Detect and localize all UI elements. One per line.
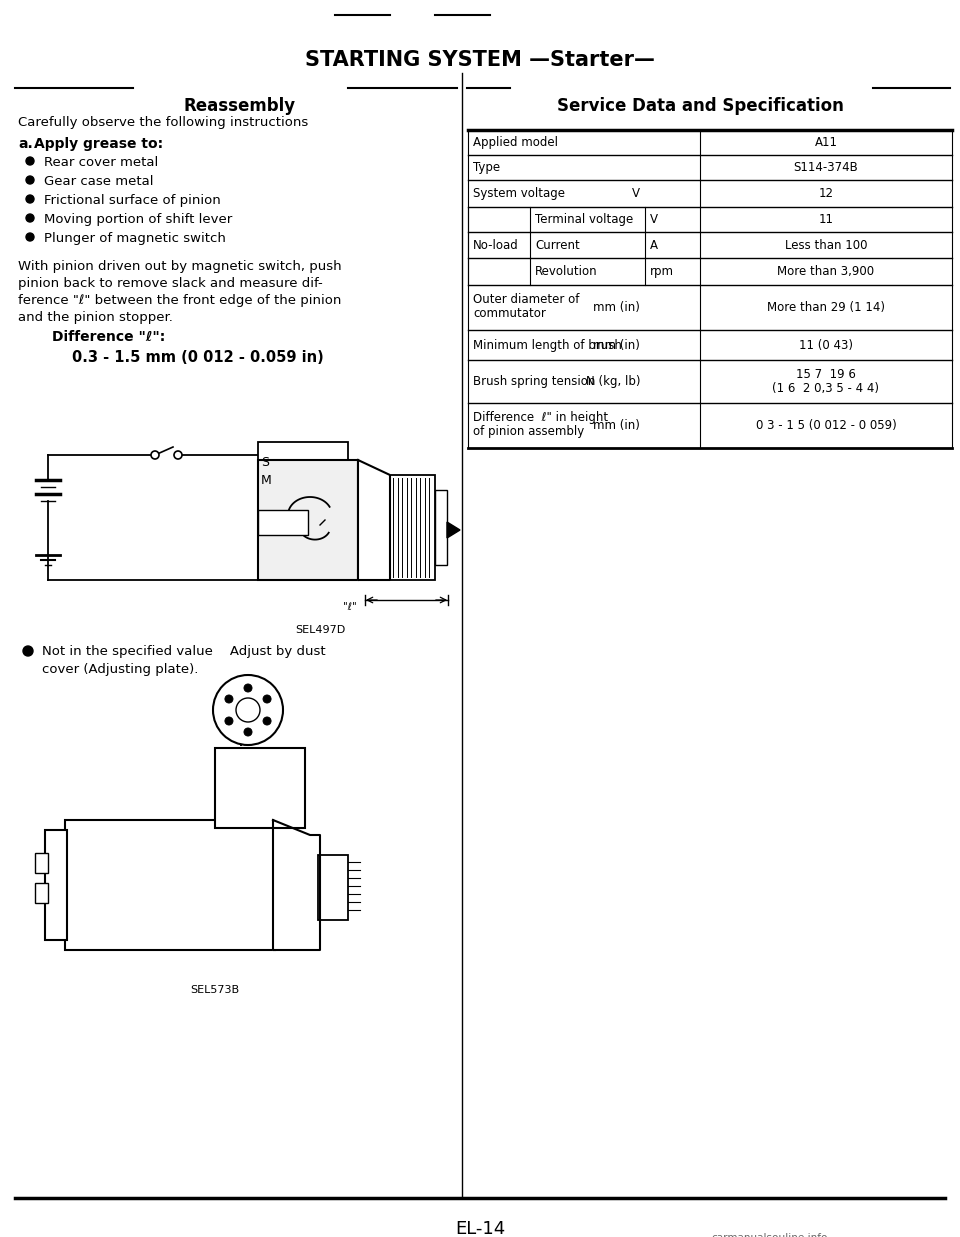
Text: Brush spring tension: Brush spring tension [473, 375, 595, 388]
Bar [35, 854, 48, 873]
Bar [65, 820, 275, 950]
Text: Less than 100: Less than 100 [784, 239, 867, 252]
Text: Terminal voltage: Terminal voltage [535, 213, 634, 226]
Polygon shape [358, 460, 390, 580]
Text: 0.3 - 1.5 mm (0 012 - 0.059 in): 0.3 - 1.5 mm (0 012 - 0.059 in) [72, 350, 324, 365]
Text: EL-14: EL-14 [455, 1220, 505, 1237]
Text: Difference "ℓ":: Difference "ℓ": [52, 330, 165, 344]
Text: STARTING SYSTEM —Starter—: STARTING SYSTEM —Starter— [305, 49, 655, 71]
Text: commutator: commutator [473, 307, 546, 320]
Text: Not in the specified value    Adjust by dust: Not in the specified value Adjust by dus… [42, 644, 325, 658]
Text: (1 6  2 0,3 5 - 4 4): (1 6 2 0,3 5 - 4 4) [773, 382, 879, 395]
Text: Moving portion of shift lever: Moving portion of shift lever [44, 213, 232, 226]
Text: Carefully observe the following instructions: Carefully observe the following instruct… [18, 116, 308, 129]
Bar [35, 883, 48, 903]
Text: 11: 11 [819, 213, 833, 226]
Text: With pinion driven out by magnetic switch, push: With pinion driven out by magnetic switc… [18, 260, 342, 273]
Circle shape [263, 717, 271, 725]
Text: cover (Adjusting plate).: cover (Adjusting plate). [42, 663, 199, 675]
Text: M: M [261, 474, 272, 487]
Text: System voltage: System voltage [473, 187, 565, 200]
Text: 0 3 - 1 5 (0 012 - 0 059): 0 3 - 1 5 (0 012 - 0 059) [756, 419, 897, 432]
Text: SEL497D: SEL497D [295, 625, 346, 635]
Text: 15 7  19 6: 15 7 19 6 [796, 367, 856, 381]
Bar [318, 855, 348, 920]
Text: of pinion assembly: of pinion assembly [473, 426, 585, 438]
Text: Rear cover metal: Rear cover metal [44, 156, 158, 169]
Text: Plunger of magnetic switch: Plunger of magnetic switch [44, 233, 226, 245]
Bar [435, 490, 447, 565]
Polygon shape [273, 820, 320, 950]
Text: and the pinion stopper.: and the pinion stopper. [18, 310, 173, 324]
Text: S: S [261, 456, 269, 469]
Text: Type: Type [473, 161, 500, 174]
Text: mm (in): mm (in) [593, 339, 640, 353]
Bar [390, 475, 435, 580]
Text: pinion back to remove slack and measure dif-: pinion back to remove slack and measure … [18, 277, 323, 289]
Text: V: V [632, 187, 640, 200]
Circle shape [23, 646, 33, 656]
Text: More than 29 (1 14): More than 29 (1 14) [767, 301, 885, 314]
Circle shape [26, 195, 34, 203]
Text: S114-374B: S114-374B [794, 161, 858, 174]
Text: 11 (0 43): 11 (0 43) [799, 339, 853, 353]
Text: "ℓ": "ℓ" [343, 602, 357, 612]
Text: A11: A11 [814, 136, 837, 148]
Text: Current: Current [535, 239, 580, 252]
Text: mm (in): mm (in) [593, 419, 640, 432]
Text: mm (in): mm (in) [593, 301, 640, 314]
Circle shape [26, 157, 34, 165]
Text: Revolution: Revolution [535, 265, 598, 278]
Text: rpm: rpm [650, 265, 674, 278]
Bar [258, 510, 308, 534]
Text: Minimum length of brush: Minimum length of brush [473, 339, 622, 353]
Circle shape [236, 698, 260, 722]
Circle shape [263, 695, 271, 703]
Text: a.: a. [18, 137, 33, 151]
Text: carmanualsонline.info: carmanualsонline.info [711, 1233, 828, 1237]
Circle shape [244, 729, 252, 736]
Bar [258, 460, 358, 580]
Text: Service Data and Specification: Service Data and Specification [557, 96, 844, 115]
Text: Gear case metal: Gear case metal [44, 174, 154, 188]
Polygon shape [447, 522, 460, 538]
Circle shape [26, 214, 34, 221]
Text: More than 3,900: More than 3,900 [778, 265, 875, 278]
Text: N (kg, lb): N (kg, lb) [586, 375, 640, 388]
Circle shape [174, 452, 182, 459]
Text: Outer diameter of: Outer diameter of [473, 293, 580, 306]
Text: Frictional surface of pinion: Frictional surface of pinion [44, 194, 221, 207]
Circle shape [213, 675, 283, 745]
Text: Reassembly: Reassembly [184, 96, 296, 115]
Circle shape [151, 452, 159, 459]
Circle shape [225, 717, 233, 725]
Circle shape [244, 684, 252, 691]
Bar [215, 748, 305, 828]
Text: Difference  ℓ" in height: Difference ℓ" in height [473, 411, 608, 424]
Text: A: A [650, 239, 658, 252]
Bar [258, 442, 348, 542]
Text: Apply grease to:: Apply grease to: [34, 137, 163, 151]
Circle shape [225, 695, 233, 703]
Circle shape [26, 233, 34, 241]
Text: 12: 12 [819, 187, 833, 200]
Text: SEL573B: SEL573B [190, 985, 240, 995]
Text: No-load: No-load [473, 239, 518, 252]
Bar [45, 830, 67, 940]
Circle shape [26, 176, 34, 184]
Text: Applied model: Applied model [473, 136, 558, 148]
Text: ference "ℓ" between the front edge of the pinion: ference "ℓ" between the front edge of th… [18, 294, 342, 307]
Text: V: V [650, 213, 658, 226]
